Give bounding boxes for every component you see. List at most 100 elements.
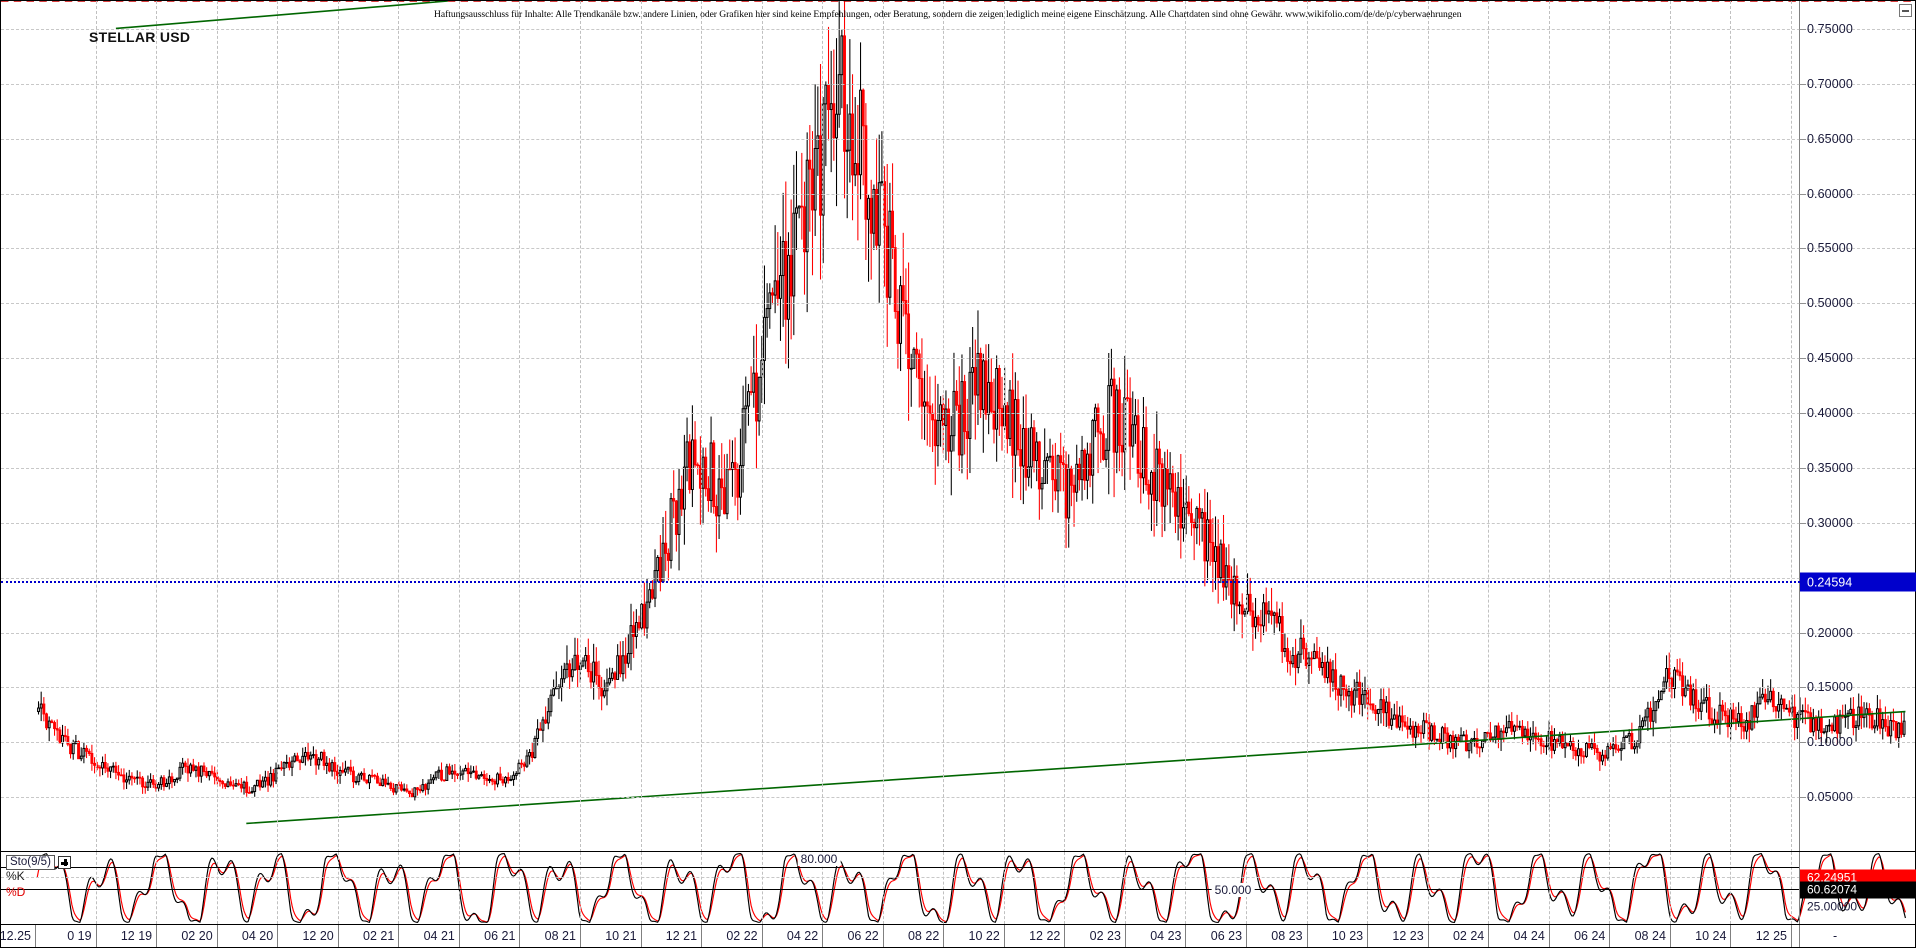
date-axis-tick: [579, 925, 581, 947]
candlestick-series: [37, 1, 1906, 801]
price-gridline: [1, 577, 1915, 579]
price-axis-label: 0.20000: [1807, 625, 1853, 640]
indicator-level-line: [1, 866, 1800, 868]
date-gridline: [1064, 852, 1066, 924]
price-axis-label: 0.30000: [1807, 515, 1853, 530]
indicator-level-50: 50.000: [1211, 883, 1255, 897]
price-axis-tick: [1799, 467, 1806, 469]
date-axis-tick: [1124, 925, 1126, 947]
date-axis-label: 02 24: [1452, 929, 1485, 943]
price-gridline: [1, 687, 1915, 689]
price-axis-tick: [1799, 83, 1806, 85]
indicator-level-80: 80.000: [797, 852, 841, 866]
price-axis-label: 0.15000: [1807, 680, 1853, 695]
price-gridline: [1, 303, 1915, 305]
date-gridline: [1246, 1, 1248, 852]
indicator-gridline: [1, 876, 1915, 878]
price-axis-label: 0.05000: [1807, 790, 1853, 805]
indicator-name-label[interactable]: Sto(9/5): [6, 855, 55, 870]
date-axis-label: 06 22: [847, 929, 879, 943]
price-gridline: [1, 742, 1915, 744]
date-axis-tick: [1246, 925, 1248, 947]
date-gridline: [1609, 852, 1611, 924]
date-axis-label: 08 24: [1634, 929, 1666, 943]
indicator-header[interactable]: Sto(9/5): [6, 855, 71, 870]
date-axis-tick: [1003, 925, 1005, 947]
disclaimer-text: Haftungsausschluss für Inhalte: Alle Tre…: [434, 9, 1462, 20]
date-axis-tick: [156, 925, 158, 947]
price-chart-pane[interactable]: STELLAR USD Haftungsausschluss für Inhal…: [0, 0, 1916, 852]
date-axis-label: 02 23: [1089, 929, 1121, 943]
price-axis-tick: [1799, 632, 1806, 634]
support-trendline: [246, 710, 1906, 825]
last-price-line: [1, 581, 1800, 584]
date-axis-tick: [1730, 925, 1732, 947]
price-axis-label: 0.65000: [1807, 131, 1853, 146]
date-gridline: [1124, 1, 1126, 852]
indicator-level-25-label: 25.00000: [1807, 899, 1858, 914]
indicator-legend-k: %K: [6, 869, 25, 883]
price-gridline: [1, 28, 1915, 30]
date-axis-tick: [943, 925, 945, 947]
date-gridline: [398, 852, 400, 924]
date-axis-tick: [1669, 925, 1671, 947]
indicator-axis-separator: [1799, 852, 1800, 924]
price-plot-area[interactable]: [1, 1, 1915, 852]
date-axis-label: 08 21: [544, 929, 576, 943]
date-axis-label: 10 21: [605, 929, 637, 943]
date-axis-tick: [216, 925, 218, 947]
date-gridline: [943, 1, 945, 852]
price-axis-label: 0.55000: [1807, 241, 1853, 256]
page-title: STELLAR USD: [89, 29, 191, 45]
date-axis-label: 06 23: [1210, 929, 1243, 943]
indicator-plot-area[interactable]: [1, 852, 1915, 924]
indicator-value-d[interactable]: 60.62074: [1800, 881, 1916, 899]
date-gridline: [1003, 852, 1005, 924]
price-axis-tick: [1799, 193, 1806, 195]
date-axis-tick: [35, 925, 36, 947]
date-gridline: [216, 852, 218, 924]
price-axis-tick: [1799, 522, 1806, 524]
date-gridline: [1669, 1, 1671, 852]
price-axis-label: 0.50000: [1807, 296, 1853, 311]
price-axis-label: 0.40000: [1807, 406, 1853, 421]
date-gridline: [882, 1, 884, 852]
date-gridline: [1730, 852, 1732, 924]
date-axis-label: 04 20: [241, 929, 274, 943]
price-axis-tick: [1799, 742, 1806, 744]
date-axis-tick: [640, 925, 642, 947]
price-gridline: [1, 358, 1915, 360]
price-gridline: [1, 522, 1915, 524]
date-axis-tick: [519, 925, 521, 947]
date-gridline: [1427, 852, 1429, 924]
date-axis-label: 06 24: [1574, 929, 1606, 943]
date-axis-label: 04 24: [1513, 929, 1545, 943]
price-gridline: [1, 797, 1915, 799]
price-axis-tick: [1799, 358, 1806, 360]
date-gridline: [95, 1, 97, 852]
date-axis-tick: [1609, 925, 1611, 947]
collapse-pane-button[interactable]: [1899, 4, 1912, 17]
date-gridline: [1185, 852, 1187, 924]
indicator-legend-d: %D: [6, 885, 26, 899]
date-gridline: [156, 1, 158, 852]
date-gridline: [1185, 1, 1187, 852]
date-axis-label: 02 20: [181, 929, 213, 943]
plus-box-icon[interactable]: [57, 856, 71, 869]
price-axis-label: 0.45000: [1807, 351, 1853, 366]
date-gridline: [822, 852, 824, 924]
date-axis-tick: [882, 925, 884, 947]
last-price-value: 0.24594: [1807, 575, 1853, 590]
last-price-badge[interactable]: 0.24594: [1800, 572, 1916, 592]
date-axis-tick: [761, 925, 763, 947]
price-axis-tick: [1799, 303, 1806, 305]
price-axis-tick: [1799, 138, 1806, 140]
stochastic-indicator-pane[interactable]: Sto(9/5) %K %D 80.000 50.000 62.24951 60…: [0, 851, 1916, 925]
date-axis-pane: 12.12.25 0 19 12 19 02 20 04 20 12 20 02 21 04 …: [0, 924, 1916, 948]
date-gridline: [1609, 1, 1611, 852]
date-axis-tick: [277, 925, 279, 947]
price-gridline: [1, 467, 1915, 469]
date-gridline: [640, 1, 642, 852]
date-axis-tick: [1064, 925, 1066, 947]
date-gridline: [337, 852, 339, 924]
